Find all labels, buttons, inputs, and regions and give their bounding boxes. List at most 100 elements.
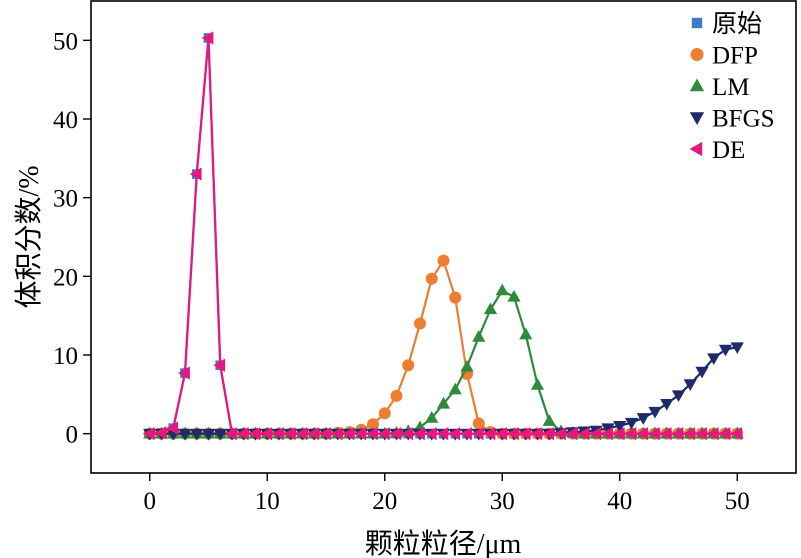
series-3-point-46 — [683, 379, 697, 392]
series-4-point-18 — [354, 427, 367, 441]
series-1-point-21 — [390, 389, 403, 402]
series-4-point-32 — [518, 427, 531, 441]
series-4-point-10 — [260, 427, 273, 441]
series-4-point-44 — [659, 427, 672, 441]
y-tick-label-2: 20 — [53, 264, 78, 291]
series-2-point-29 — [483, 302, 498, 315]
series-4-point-31 — [507, 427, 519, 441]
series-4-point-49 — [718, 427, 731, 441]
series-line-2 — [149, 289, 738, 435]
series-4-point-28 — [471, 427, 484, 441]
series-3-point-5 — [201, 428, 216, 441]
series-4-point-19 — [366, 427, 378, 441]
series-1-point-24 — [425, 272, 438, 285]
series-3-point-45 — [671, 390, 686, 403]
series-4-point-5 — [201, 31, 214, 45]
series-3-point-50 — [730, 342, 744, 355]
legend-label-3: BFGS — [712, 106, 775, 133]
series-4-point-3 — [178, 366, 190, 380]
series-4-point-40 — [612, 427, 625, 441]
axis-ticks: 0 10 20 30 40 50 0 10 20 30 40 50 — [53, 28, 750, 515]
series-2-point-30 — [495, 283, 509, 296]
series-1-point-19 — [367, 418, 379, 431]
series-4-point-14 — [307, 427, 320, 441]
series-4 — [142, 31, 743, 441]
series-2-point-26 — [448, 382, 462, 395]
series-3-point-4 — [190, 428, 204, 441]
series-0 — [144, 33, 743, 439]
series-1-point-28 — [472, 417, 485, 430]
series-4-point-24 — [424, 427, 437, 441]
series-2-point-34 — [542, 414, 556, 426]
legend-marker-2 — [689, 78, 705, 92]
series-4-point-45 — [671, 427, 684, 441]
series-4-point-20 — [377, 427, 390, 441]
series-2-point-27 — [460, 359, 474, 372]
series-3-point-6 — [213, 428, 227, 441]
series-4-point-34 — [542, 427, 555, 441]
series-4-point-50 — [730, 427, 743, 441]
x-tick-label-0: 0 — [144, 488, 157, 515]
legend-marker-0 — [691, 17, 703, 29]
series-3-point-49 — [718, 344, 733, 357]
series-4-point-30 — [495, 427, 508, 441]
legend-label-2: LM — [712, 74, 750, 101]
series-3-point-40 — [613, 421, 627, 433]
series-4-point-42 — [636, 427, 649, 441]
series-4-point-12 — [283, 427, 296, 441]
x-tick-label-5: 50 — [725, 488, 750, 515]
y-tick-label-5: 50 — [53, 28, 78, 55]
series-line-3 — [149, 346, 738, 435]
y-tick-label-1: 10 — [53, 343, 78, 370]
series-2-point-24 — [425, 411, 439, 423]
series-3-point-47 — [695, 366, 709, 379]
series-4-point-13 — [295, 427, 308, 441]
y-tick-label-4: 40 — [53, 107, 78, 134]
series-3-point-48 — [707, 353, 721, 366]
series-line-4 — [149, 36, 738, 435]
series-2-point-28 — [472, 330, 486, 342]
series-3-point-39 — [601, 423, 615, 436]
series-4-point-7 — [225, 427, 237, 441]
series-4-point-2 — [166, 421, 179, 435]
series-4-point-37 — [577, 427, 590, 441]
series-4-point-36 — [565, 427, 578, 441]
legend-marker-3 — [689, 112, 705, 125]
series-3-point-43 — [648, 406, 662, 419]
series-3-point-41 — [624, 417, 639, 430]
series-4-point-25 — [436, 427, 449, 441]
x-tick-label-2: 20 — [372, 488, 397, 515]
legend-label-0: 原始 — [712, 10, 762, 38]
series-4-point-21 — [389, 427, 402, 441]
series-4-point-29 — [483, 427, 496, 441]
series-4-point-39 — [601, 427, 613, 441]
series-1-point-26 — [449, 291, 462, 304]
series-4-point-35 — [554, 427, 566, 441]
series-4-point-33 — [530, 427, 543, 441]
series-4-point-48 — [706, 427, 719, 441]
series-3-point-44 — [660, 398, 674, 411]
series-1-point-20 — [378, 407, 391, 420]
series-4-point-1 — [154, 426, 167, 440]
series-4-point-9 — [248, 427, 261, 441]
y-tick-label-3: 30 — [53, 186, 78, 213]
series-4-point-46 — [683, 427, 696, 441]
x-tick-label-1: 10 — [255, 488, 280, 515]
series-4-point-47 — [695, 427, 707, 441]
plot-frame — [90, 0, 797, 474]
series-4-point-17 — [342, 427, 355, 441]
series-4-point-23 — [413, 427, 425, 441]
series-4-point-27 — [460, 427, 472, 441]
series-4-point-15 — [319, 427, 331, 441]
series-2-point-25 — [436, 396, 451, 409]
series-1-point-22 — [402, 359, 415, 372]
series-3-point-42 — [636, 413, 650, 425]
series-2-point-32 — [519, 327, 533, 340]
series-layer — [142, 31, 744, 441]
series-4-point-26 — [448, 427, 461, 441]
series-2-point-33 — [530, 377, 545, 390]
series-line-0 — [149, 36, 738, 435]
series-4-point-41 — [624, 427, 637, 441]
x-tick-label-4: 40 — [607, 488, 632, 515]
